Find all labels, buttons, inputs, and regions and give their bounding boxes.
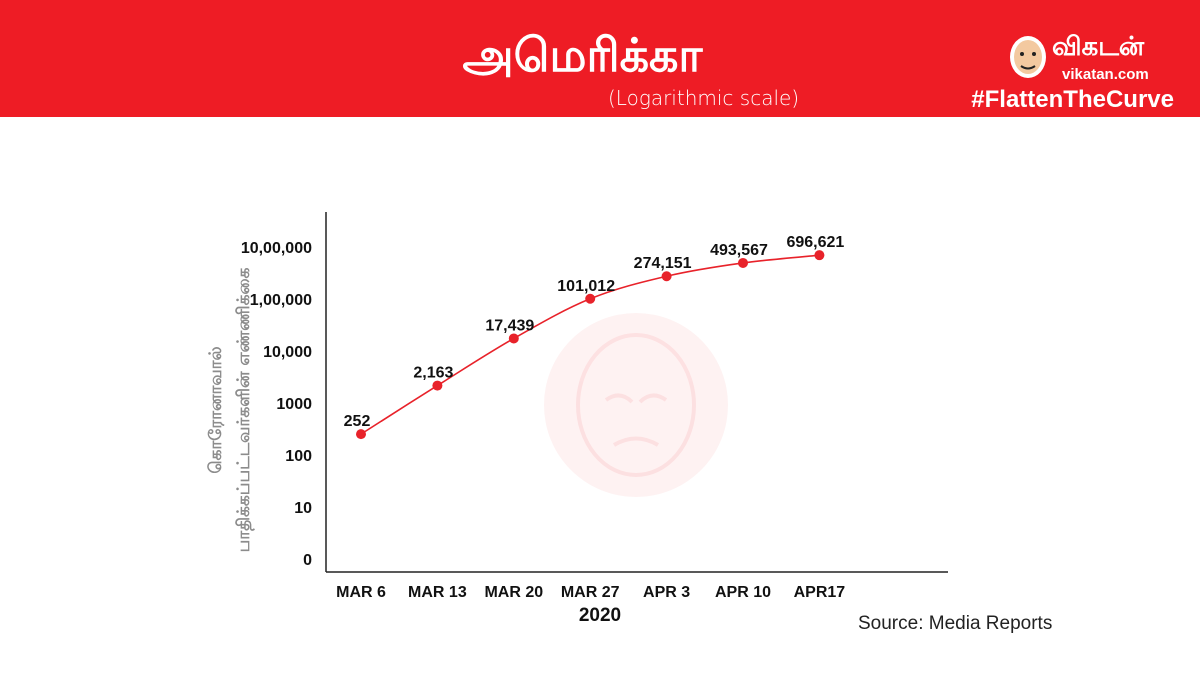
y-tick-label: 0	[303, 552, 312, 569]
x-tick-label: APR 3	[643, 584, 690, 601]
data-point	[661, 271, 672, 282]
logo-url: vikatan.com	[1062, 66, 1149, 83]
hashtag: #FlattenTheCurve	[971, 86, 1174, 113]
y-tick-label: 100	[285, 448, 312, 465]
x-tick-label: MAR 27	[561, 584, 620, 601]
watermark-face	[576, 333, 696, 477]
page-subtitle: (Logarithmic scale)	[608, 86, 800, 110]
mascot-face-icon	[1010, 36, 1046, 78]
data-label: 252	[344, 413, 371, 430]
page-title: அமெரிக்கா	[462, 28, 703, 82]
y-tick-labels: 0 10 100 1000 10,000 1,00,000 10,00,000	[241, 240, 312, 569]
y-tick-label: 10,00,000	[241, 240, 312, 257]
x-tick-label: APR 10	[715, 584, 771, 601]
data-points	[356, 250, 825, 440]
y-tick-label: 1000	[276, 396, 312, 413]
data-label: 493,567	[710, 242, 768, 259]
data-point	[738, 257, 748, 268]
y-axis-title-line-1: கொரோனாவால்	[206, 346, 226, 474]
data-labels: 252 2,163 17,439 101,012 274,151 493,567 696,6…	[344, 234, 845, 430]
data-point	[814, 250, 825, 261]
data-label: 274,151	[634, 255, 692, 272]
data-point	[432, 380, 443, 391]
data-label: 17,439	[485, 317, 534, 334]
data-point	[508, 333, 519, 344]
x-axis-title: 2020	[579, 605, 621, 626]
data-label: 2,163	[413, 365, 453, 382]
x-tick-label: MAR 20	[484, 584, 543, 601]
data-point	[585, 293, 596, 304]
source-note: Source: Media Reports	[858, 613, 1053, 634]
logo-name: விகடன்	[1052, 32, 1145, 62]
y-axis-title-line-2: பாதிக்கப்பட்டவர்களின் எண்ணிக்கை	[234, 267, 254, 553]
header-banner: அமெரிக்கா (Logarithmic scale) விகடன் vik…	[0, 0, 1200, 117]
x-tick-label: MAR 13	[408, 584, 467, 601]
y-tick-label: 10	[294, 500, 312, 517]
y-tick-label: 1,00,000	[250, 292, 312, 309]
x-tick-label: MAR 6	[336, 584, 386, 601]
data-label: 696,621	[786, 234, 844, 251]
x-tick-labels: MAR 6 MAR 13 MAR 20 MAR 27 APR 3 APR 10 APR17	[336, 584, 845, 601]
data-label: 101,012	[557, 278, 615, 295]
x-tick-label: APR17	[794, 584, 846, 601]
watermark	[544, 313, 728, 497]
y-tick-label: 10,000	[263, 344, 312, 361]
vikatan-logo: விகடன் vikatan.com	[1008, 32, 1188, 92]
data-point	[356, 429, 366, 440]
